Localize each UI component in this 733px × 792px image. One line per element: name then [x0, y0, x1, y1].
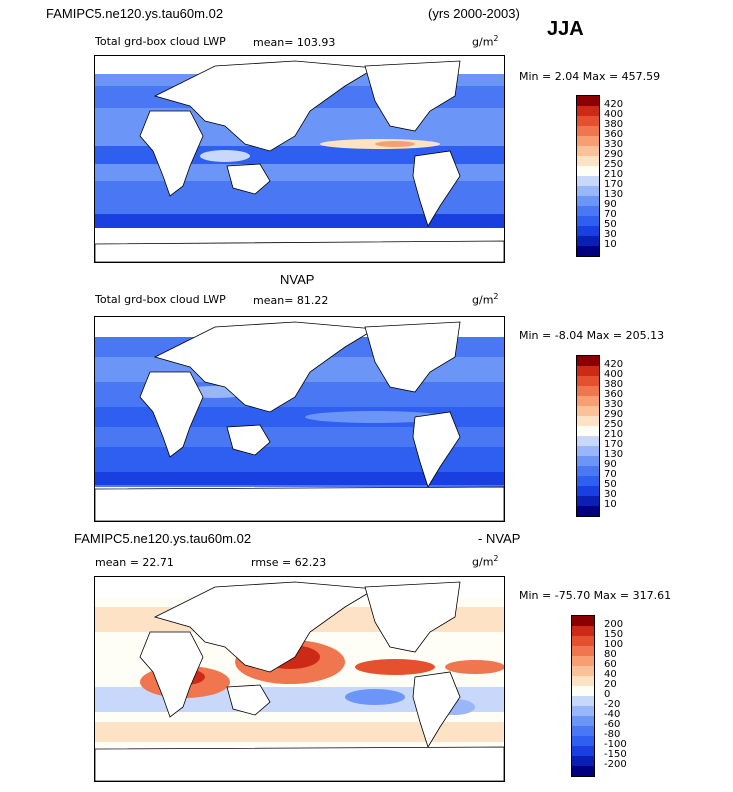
- cb1-tick: 50: [604, 219, 617, 230]
- cb1-tick: 30: [604, 229, 617, 240]
- years-label: (yrs 2000-2003): [428, 6, 520, 21]
- cb3-tick: 20: [604, 679, 617, 690]
- cb2-tick: 30: [604, 489, 617, 500]
- panel2-colorbar: [576, 355, 600, 517]
- panel2-mean: mean= 81.22: [253, 294, 329, 307]
- panel3-colorbar: [571, 615, 595, 777]
- panel3-mean: mean = 22.71: [95, 556, 174, 569]
- cb2-tick: 70: [604, 469, 617, 480]
- cb2-tick: 10: [604, 499, 617, 510]
- panel3-title-left: FAMIPC5.ne120.ys.tau60m.02: [74, 531, 252, 546]
- cb1-tick: 380: [604, 119, 624, 130]
- cb2-tick: 250: [604, 419, 624, 430]
- cb3-tick: 0: [604, 689, 611, 700]
- panel1-variable: Total grd-box cloud LWP: [95, 35, 226, 48]
- cb1-tick: 10: [604, 239, 617, 250]
- panel2-map: [94, 316, 505, 522]
- cb2-tick: 360: [604, 389, 624, 400]
- panel3-continents: [95, 581, 504, 781]
- panel3-minmax: Min = -75.70 Max = 317.61: [519, 589, 672, 602]
- cb2-tick: 170: [604, 439, 624, 450]
- panel2-minmax: Min = -8.04 Max = 205.13: [519, 329, 665, 342]
- panel1-colorbar: [576, 95, 600, 257]
- panel2-map-svg: [95, 317, 504, 521]
- cb3-tick: -100: [604, 739, 627, 750]
- panel1-colorbar-ticks: 420 400 380 360 330 290 250 210 170 130 …: [604, 95, 644, 257]
- cb1-tick: 130: [604, 189, 624, 200]
- panel2-colorbar-ticks: 420 400 380 360 330 290 250 210 170 130 …: [604, 355, 644, 517]
- cb3-tick: 200: [604, 619, 624, 630]
- cb1-tick: 250: [604, 159, 624, 170]
- cb1-tick: 70: [604, 209, 617, 220]
- cb3-tick: 80: [604, 649, 617, 660]
- cb3-tick: 40: [604, 669, 617, 680]
- cb2-tick: 50: [604, 479, 617, 490]
- cb2-tick: 330: [604, 399, 624, 410]
- cb1-tick: 90: [604, 199, 617, 210]
- cb1-tick: 330: [604, 139, 624, 150]
- cb3-tick: -60: [604, 719, 621, 730]
- cb2-tick: 210: [604, 429, 624, 440]
- cb1-tick: 400: [604, 109, 624, 120]
- cb3-tick: -200: [604, 759, 627, 770]
- panel3-map: [94, 576, 505, 782]
- cb1-tick: 170: [604, 179, 624, 190]
- cb2-tick: 290: [604, 409, 624, 420]
- panel3-units: g/m2: [472, 554, 499, 569]
- panel1-mean: mean= 103.93: [253, 36, 336, 49]
- panel1-minmax: Min = 2.04 Max = 457.59: [519, 70, 661, 83]
- cb3-tick: -80: [604, 729, 621, 740]
- cb3-tick: -40: [604, 709, 621, 720]
- season-label: JJA: [547, 18, 584, 40]
- cb1-tick: 290: [604, 149, 624, 160]
- panel2-variable: Total grd-box cloud LWP: [95, 293, 226, 306]
- cb2-tick: 420: [604, 359, 624, 370]
- panel2-continents: [95, 321, 504, 521]
- cb1-tick: 210: [604, 169, 624, 180]
- panel1-continents: [95, 60, 504, 262]
- panel1-map: [94, 55, 505, 263]
- panel1-units: g/m2: [472, 34, 499, 49]
- cb3-tick: 100: [604, 639, 624, 650]
- cb3-tick: -150: [604, 749, 627, 760]
- panel3-colorbar-ticks: 200 150 100 80 60 40 20 0 -20 -40 -60 -8…: [604, 615, 644, 777]
- panel2-title: NVAP: [280, 272, 315, 287]
- model-title: FAMIPC5.ne120.ys.tau60m.02: [46, 6, 224, 21]
- cb2-tick: 90: [604, 459, 617, 470]
- panel2-units: g/m2: [472, 292, 499, 307]
- cb2-tick: 400: [604, 369, 624, 380]
- panel1-map-svg: [95, 56, 504, 262]
- panel3-rmse: rmse = 62.23: [251, 556, 327, 569]
- cb3-tick: 150: [604, 629, 624, 640]
- cb3-tick: 60: [604, 659, 617, 670]
- panel3-title-right: - NVAP: [478, 531, 521, 546]
- cb1-tick: 360: [604, 129, 624, 140]
- cb1-tick: 420: [604, 99, 624, 110]
- panel3-map-svg: [95, 577, 504, 781]
- cb2-tick: 380: [604, 379, 624, 390]
- cb2-tick: 130: [604, 449, 624, 460]
- cb3-tick: -20: [604, 699, 621, 710]
